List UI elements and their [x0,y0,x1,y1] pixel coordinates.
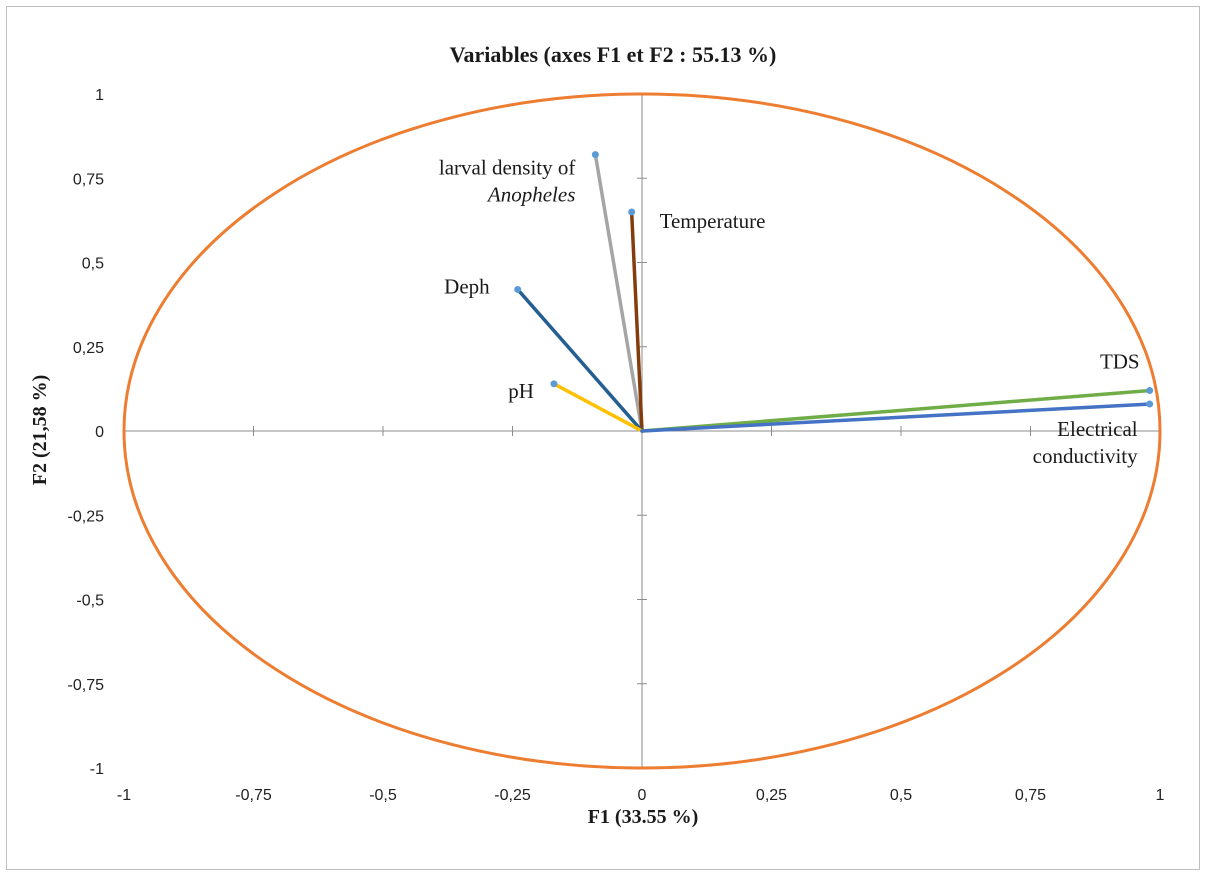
chart-title: Variables (axes F1 et F2 : 55.13 %) [450,42,777,67]
variable-label: Temperature [660,209,766,233]
y-tick-label: 0,25 [73,340,104,357]
variable-label: larval density of [439,156,575,180]
y-tick-label: -1 [90,761,104,778]
variable-point [591,151,599,159]
x-tick-label: 0,75 [1015,787,1046,804]
x-tick-label: -0,5 [369,787,397,804]
y-tick-label: -0,25 [68,508,105,525]
variable-vector [640,402,1152,433]
variable-vector [593,152,644,433]
variable-vector [640,388,1152,433]
y-tick-label: 0 [95,424,104,441]
x-tick-label: 0,25 [756,787,787,804]
variable-point [1146,387,1154,395]
variable-point [1146,400,1154,408]
x-axis-title: F1 (33.55 %) [588,806,699,828]
x-tick-label: -1 [117,787,131,804]
variable-vector [552,382,644,433]
x-tick-label: 0 [638,787,647,804]
x-tick-label: -0,25 [494,787,531,804]
variable-label: Anopheles [486,183,575,207]
variable-label: pH [508,379,534,403]
x-tick-label: 0,5 [890,787,912,804]
variable-point [628,208,636,216]
axes: -1 -0,75 -0,5 -0,25 0 0,25 0,5 0,75 1 -1 -0,75 -0,5… [68,87,1165,804]
y-tick-label: -0,75 [68,677,105,694]
variable-label: Electrical [1057,417,1138,441]
chart-frame [6,6,1200,870]
variable-vector [629,210,644,433]
variable-vectors [514,151,1154,433]
y-tick-label: 0,5 [82,256,104,273]
y-tick-label: 1 [95,87,104,104]
correlation-circle [122,92,1162,770]
y-tick-label: -0,5 [76,593,104,610]
x-tick-label: -0,75 [235,787,272,804]
variable-vector [515,287,644,433]
y-tick-label: 0,75 [73,171,104,188]
y-axis-title: F2 (21,58 %) [29,375,51,486]
variable-point [550,380,558,388]
variable-point [514,285,522,293]
x-tick-label: 1 [1156,787,1165,804]
variable-label: TDS [1100,350,1140,374]
variable-label: Deph [444,274,490,298]
variable-label: conductivity [1033,444,1138,468]
variable-labels: larval density of Anopheles Temperature Dep… [439,156,1140,468]
